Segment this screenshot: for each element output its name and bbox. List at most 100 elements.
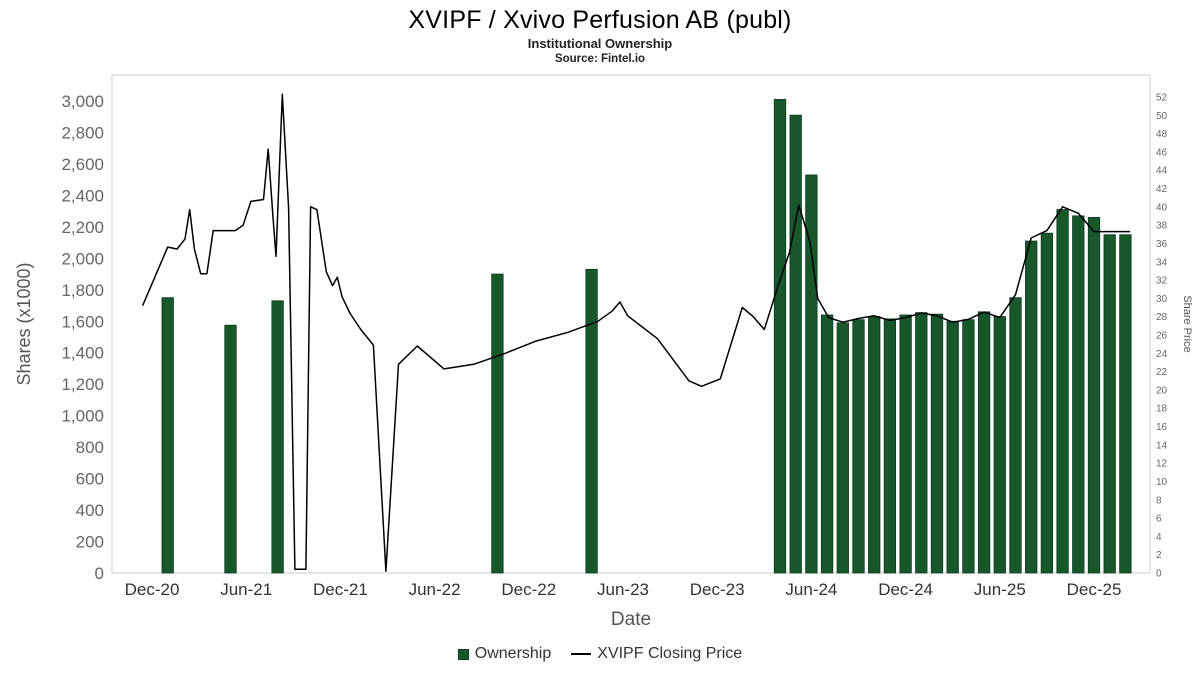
ownership-bar[interactable] bbox=[899, 314, 912, 574]
ownership-bar[interactable] bbox=[962, 319, 975, 574]
legend-item-ownership[interactable]: Ownership bbox=[457, 645, 552, 663]
left-axis-tick-label: 200 bbox=[76, 533, 104, 552]
left-axis-tick-label: 2,400 bbox=[61, 186, 104, 205]
right-axis-tick-label: 34 bbox=[1156, 257, 1168, 268]
legend-item-closing-price[interactable]: XVIPF Closing Price bbox=[571, 645, 742, 663]
x-axis-tick-label: Jun-23 bbox=[597, 580, 649, 599]
x-axis-tick-label: Dec-23 bbox=[690, 580, 745, 599]
x-axis-tick-label: Dec-24 bbox=[878, 580, 933, 599]
ownership-bar[interactable] bbox=[1009, 297, 1022, 574]
price-line-swatch-icon bbox=[571, 653, 592, 655]
ownership-bar[interactable] bbox=[773, 99, 787, 574]
chart-source: Source: Fintel.io bbox=[554, 53, 646, 65]
right-axis-tick-label: 32 bbox=[1156, 276, 1168, 287]
right-axis-tick-label: 22 bbox=[1156, 367, 1168, 378]
legend-label-ownership: Ownership bbox=[474, 645, 552, 662]
left-axis-tick-label: 800 bbox=[76, 438, 104, 457]
ownership-swatch-icon bbox=[457, 648, 469, 660]
chart-legend: Ownership XVIPF Closing Price bbox=[0, 645, 1200, 663]
ownership-bar[interactable] bbox=[161, 297, 174, 574]
right-axis-tick-label: 52 bbox=[1156, 93, 1168, 104]
x-axis-tick-label: Dec-20 bbox=[125, 580, 180, 599]
right-axis-tick-label: 4 bbox=[1156, 532, 1162, 543]
right-axis-title: Share Price bbox=[1181, 295, 1193, 352]
left-axis-tick-label: 1,400 bbox=[61, 344, 104, 363]
left-axis-tick-label: 2,000 bbox=[61, 249, 104, 268]
right-axis-tick-label: 48 bbox=[1156, 129, 1168, 140]
ownership-bar[interactable] bbox=[820, 314, 834, 574]
ownership-bar[interactable] bbox=[1072, 215, 1085, 574]
ownership-bar[interactable] bbox=[491, 273, 504, 574]
ownership-bar[interactable] bbox=[1087, 217, 1101, 574]
ownership-bar[interactable] bbox=[977, 311, 991, 574]
left-axis-tick-label: 1,800 bbox=[61, 281, 104, 300]
ownership-bar[interactable] bbox=[224, 324, 237, 574]
x-axis-tick-label: Jun-21 bbox=[220, 580, 272, 599]
ownership-bar[interactable] bbox=[1119, 234, 1132, 574]
left-axis-tick-label: 1,600 bbox=[61, 312, 104, 331]
right-axis-tick-label: 36 bbox=[1156, 239, 1168, 250]
x-axis-tick-label: Jun-25 bbox=[974, 580, 1026, 599]
right-axis-tick-label: 30 bbox=[1156, 294, 1168, 305]
chart-title: XVIPF / Xvivo Perfusion AB (publ) bbox=[408, 6, 792, 34]
right-axis-tick-label: 24 bbox=[1156, 349, 1168, 360]
ownership-bar[interactable] bbox=[1103, 234, 1116, 574]
ownership-bar[interactable] bbox=[1056, 209, 1069, 574]
legend-label-closing-price: XVIPF Closing Price bbox=[597, 645, 743, 662]
right-axis-tick-label: 26 bbox=[1156, 331, 1168, 342]
ownership-bar[interactable] bbox=[1040, 232, 1054, 574]
ownership-bar[interactable] bbox=[585, 268, 598, 574]
ownership-bar[interactable] bbox=[930, 313, 944, 574]
right-axis-tick-label: 50 bbox=[1156, 111, 1168, 122]
right-axis-tick-label: 8 bbox=[1156, 495, 1162, 506]
left-axis-tick-label: 2,800 bbox=[61, 123, 104, 142]
left-axis-tick-label: 1,000 bbox=[61, 407, 104, 426]
ownership-bar[interactable] bbox=[852, 319, 865, 574]
right-axis-tick-label: 20 bbox=[1156, 385, 1168, 396]
ownership-bar[interactable] bbox=[993, 316, 1006, 574]
ownership-bar[interactable] bbox=[946, 320, 959, 574]
x-axis-tick-label: Dec-22 bbox=[501, 580, 556, 599]
right-axis-tick-label: 6 bbox=[1156, 514, 1162, 525]
right-axis-tick-label: 28 bbox=[1156, 312, 1168, 323]
plot-area bbox=[111, 74, 1151, 574]
right-axis-tick-label: 2 bbox=[1156, 550, 1162, 561]
right-axis-tick-label: 46 bbox=[1156, 147, 1168, 158]
x-axis-tick-label: Dec-25 bbox=[1067, 580, 1122, 599]
right-axis-tick-label: 16 bbox=[1156, 422, 1168, 433]
ownership-bar[interactable] bbox=[789, 114, 802, 574]
x-axis-tick-label: Dec-21 bbox=[313, 580, 368, 599]
left-axis-title: Shares (x1000) bbox=[14, 262, 34, 385]
left-axis-tick-label: 1,200 bbox=[61, 375, 104, 394]
left-axis-tick-label: 2,200 bbox=[61, 218, 104, 237]
ownership-bar[interactable] bbox=[271, 300, 284, 574]
ownership-bar[interactable] bbox=[1025, 240, 1038, 574]
right-axis-tick-label: 42 bbox=[1156, 184, 1168, 195]
right-axis-tick-label: 38 bbox=[1156, 221, 1168, 232]
ownership-bar[interactable] bbox=[805, 174, 818, 574]
left-axis-tick-label: 2,600 bbox=[61, 155, 104, 174]
ownership-bar[interactable] bbox=[915, 312, 928, 574]
right-axis-tick-label: 14 bbox=[1156, 440, 1168, 451]
right-axis-tick-label: 10 bbox=[1156, 477, 1168, 488]
left-axis-tick-label: 400 bbox=[76, 501, 104, 520]
ownership-bar[interactable] bbox=[868, 316, 881, 574]
right-axis-tick-label: 12 bbox=[1156, 459, 1168, 470]
x-axis-title: Date bbox=[611, 609, 651, 630]
chart-subtitle: Institutional Ownership bbox=[527, 36, 673, 51]
right-axis-tick-label: 18 bbox=[1156, 404, 1168, 415]
closing-price-line bbox=[141, 93, 1131, 572]
x-axis-tick-label: Jun-22 bbox=[409, 580, 461, 599]
right-axis-tick-label: 44 bbox=[1156, 166, 1168, 177]
left-axis-tick-label: 3,000 bbox=[61, 92, 104, 111]
left-axis-tick-label: 0 bbox=[95, 564, 104, 583]
right-axis-tick-label: 40 bbox=[1156, 202, 1168, 213]
right-axis-tick-label: 0 bbox=[1156, 569, 1162, 580]
ownership-bar[interactable] bbox=[883, 318, 897, 574]
ownership-bar[interactable] bbox=[836, 322, 849, 574]
ownership-bars-group bbox=[161, 99, 1132, 574]
left-axis-tick-label: 600 bbox=[76, 470, 104, 489]
x-axis-tick-label: Jun-24 bbox=[785, 580, 837, 599]
